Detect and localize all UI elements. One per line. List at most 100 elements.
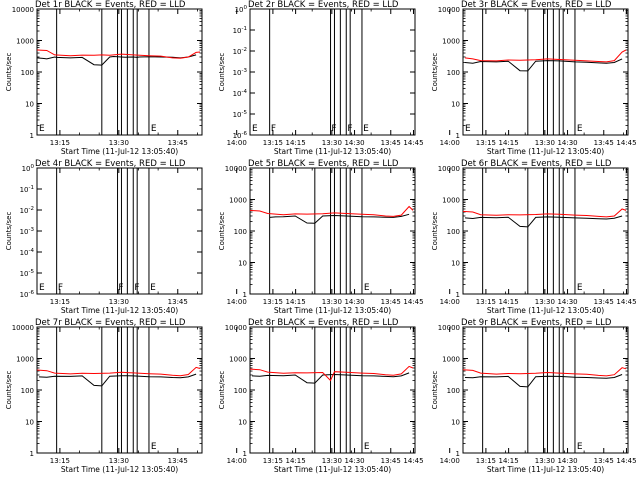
x-tick-label: 13:30	[109, 457, 129, 465]
series-lld-line	[249, 365, 414, 382]
y-tick-label: 10000	[12, 324, 34, 332]
y-tick-label: 1	[243, 291, 247, 299]
event-letter-mark: F	[118, 283, 123, 293]
y-axis-label: Counts/sec	[431, 53, 439, 92]
y-axis-label: Counts/sec	[218, 212, 226, 251]
panel-title: Det 6r BLACK = Events, RED = LLD	[461, 159, 612, 169]
y-axis-label: Counts/sec	[5, 212, 13, 251]
event-letter-mark: E	[151, 124, 157, 134]
x-tick-label: 14:30	[557, 298, 577, 306]
event-letter-mark: E	[577, 124, 583, 134]
x-tick-label: 13:45	[381, 139, 401, 147]
panel-title: Det 8r BLACK = Events, RED = LLD	[248, 318, 399, 328]
y-axis-label: Counts/sec	[218, 371, 226, 410]
y-tick-label: 10-5	[20, 269, 35, 278]
y-axis-label: Counts/sec	[218, 53, 226, 92]
x-tick-label: 13:15	[476, 298, 496, 306]
y-tick-label: 10	[238, 260, 247, 268]
y-tick-label: 1	[243, 450, 247, 458]
panel-title: Det 7r BLACK = Events, RED = LLD	[35, 318, 186, 328]
panel-title: Det 3r BLACK = Events, RED = LLD	[461, 0, 612, 10]
y-tick-label: 100	[235, 5, 248, 14]
series-lld-line	[464, 49, 627, 63]
panel-det-9r: Det 9r BLACK = Events, RED = LLD 1 10 100 10…	[431, 318, 629, 474]
x-tick-label: 13:30	[109, 298, 129, 306]
y-tick-label: 10	[451, 260, 460, 268]
panel-det-2r: Det 2r BLACK = Events, RED = LLD10010-11…	[218, 0, 637, 156]
x-tick-label: 14:15	[286, 298, 306, 306]
x-tick-label: 13:45	[594, 139, 614, 147]
x-tick-label: 14:45	[403, 457, 423, 465]
panel-det-8r: Det 8r BLACK = Events, RED = LLD 1 10 100 10…	[218, 318, 637, 474]
x-tick-label: 13:45	[168, 457, 188, 465]
x-axis-label: Start Time (11-Jul-12 13:05:40)	[274, 306, 391, 315]
y-tick-label: 1000	[442, 356, 460, 364]
x-tick-label: 14:15	[499, 298, 519, 306]
x-tick-label: 14:00	[440, 457, 460, 465]
y-tick-label: 10000	[438, 324, 460, 332]
event-letter-mark: E	[577, 283, 583, 293]
event-letter-mark: E	[465, 124, 471, 134]
x-axis-label: Start Time (11-Jul-12 13:05:40)	[61, 306, 178, 315]
x-axis-label: Start Time (11-Jul-12 13:05:40)	[61, 147, 178, 156]
x-axis-label: Start Time (11-Jul-12 13:05:40)	[274, 465, 391, 474]
event-letter-mark: E	[577, 442, 583, 452]
x-tick-label: 14:45	[616, 457, 636, 465]
x-tick-label: 14:30	[344, 139, 364, 147]
series-lld-line	[462, 208, 627, 218]
y-tick-label: 100	[234, 387, 247, 395]
x-tick-label: 13:15	[476, 457, 496, 465]
event-letter-mark: E	[150, 283, 156, 293]
x-tick-label: 13:30	[322, 139, 342, 147]
x-tick-label: 14:00	[227, 298, 247, 306]
y-tick-label: 1	[30, 132, 34, 140]
y-tick-label: 10000	[12, 6, 34, 14]
x-tick-label: 13:15	[50, 139, 70, 147]
x-tick-label: 14:15	[499, 139, 519, 147]
panel-det-6r: Det 6r BLACK = Events, RED = LLD 1 10 100 10…	[431, 159, 629, 315]
panel-title: Det 9r BLACK = Events, RED = LLD	[461, 318, 612, 328]
x-tick-label: 13:15	[476, 139, 496, 147]
x-tick-label: 14:30	[557, 139, 577, 147]
y-tick-label: 10-5	[233, 110, 248, 119]
x-tick-label: 14:00	[227, 457, 247, 465]
x-tick-label: 13:30	[322, 457, 342, 465]
x-tick-label: 13:45	[168, 298, 188, 306]
panel-det-4r: Det 4r BLACK = Events, RED = LLD10010-11…	[5, 159, 424, 315]
x-tick-label: 13:30	[535, 457, 555, 465]
y-tick-label: 1000	[442, 197, 460, 205]
x-tick-label: 13:15	[263, 139, 283, 147]
event-letter-mark: F	[331, 124, 336, 134]
series-events-line	[38, 373, 197, 387]
x-tick-label: 14:30	[344, 298, 364, 306]
event-letter-mark: E	[364, 442, 370, 452]
x-tick-label: 14:15	[499, 457, 519, 465]
y-tick-label: 10-2	[233, 47, 247, 56]
x-tick-label: 14:00	[440, 139, 460, 147]
x-tick-label: 14:30	[344, 457, 364, 465]
series-events-line	[269, 213, 410, 224]
event-letter-mark: F	[271, 124, 276, 134]
y-tick-label: 10-4	[233, 89, 248, 98]
panel-det-7r: Det 7r BLACK = Events, RED = LLD 1 10 100 10…	[5, 318, 424, 474]
panel-det-1r: Det 1r BLACK = Events, RED = LLD 1 10 100 10…	[5, 0, 424, 156]
y-tick-label: 1000	[229, 356, 247, 364]
x-tick-label: 14:15	[286, 139, 306, 147]
x-axis-label: Start Time (11-Jul-12 13:05:40)	[487, 465, 604, 474]
x-tick-label: 13:45	[594, 457, 614, 465]
y-tick-label: 100	[22, 164, 35, 173]
series-events-line	[251, 372, 410, 384]
panel-det-5r: Det 5r BLACK = Events, RED = LLD 1 10 100 10…	[218, 159, 637, 315]
x-tick-label: 13:15	[50, 298, 70, 306]
x-tick-label: 14:45	[616, 298, 636, 306]
y-tick-label: 10	[238, 419, 247, 427]
x-tick-label: 13:45	[381, 298, 401, 306]
x-tick-label: 13:30	[535, 298, 555, 306]
y-tick-label: 1000	[16, 38, 34, 46]
y-tick-label: 1000	[16, 356, 34, 364]
x-axis-label: Start Time (11-Jul-12 13:05:40)	[487, 147, 604, 156]
y-tick-label: 10000	[438, 165, 460, 173]
y-tick-label: 10-1	[233, 26, 247, 35]
y-axis-label: Counts/sec	[431, 371, 439, 410]
